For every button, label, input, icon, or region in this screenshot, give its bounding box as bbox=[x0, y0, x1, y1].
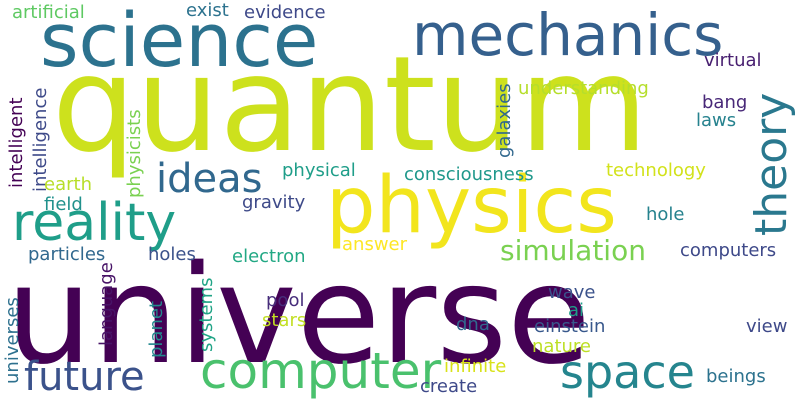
word-ai: ai bbox=[568, 300, 584, 321]
word-intelligence: intelligence bbox=[30, 88, 51, 192]
word-gravity: gravity bbox=[242, 192, 306, 213]
word-future: future bbox=[24, 354, 145, 400]
word-intelligent: intelligent bbox=[6, 97, 27, 188]
word-earth: earth bbox=[44, 174, 92, 195]
word-galaxies: galaxies bbox=[494, 83, 515, 158]
word-physical: physical bbox=[282, 160, 356, 181]
word-ideas: ideas bbox=[156, 156, 262, 202]
word-particles: particles bbox=[28, 244, 105, 265]
word-computers: computers bbox=[680, 240, 776, 261]
word-infinite: infinite bbox=[444, 356, 506, 377]
word-understanding: understanding bbox=[518, 78, 649, 99]
word-laws: laws bbox=[696, 110, 736, 131]
word-create: create bbox=[420, 376, 477, 397]
word-reality: reality bbox=[12, 193, 176, 253]
word-computer: computer bbox=[200, 342, 442, 400]
word-physicists: physicists bbox=[124, 109, 145, 198]
word-exist: exist bbox=[186, 0, 229, 21]
word-wave: wave bbox=[548, 282, 595, 303]
word-simulation: simulation bbox=[500, 234, 646, 267]
word-dna: dna bbox=[456, 314, 490, 335]
word-holes: holes bbox=[148, 244, 196, 265]
word-systems: systems bbox=[196, 278, 217, 352]
word-quantum: quantum bbox=[52, 28, 648, 182]
word-electron: electron bbox=[232, 246, 306, 267]
word-einstein: einstein bbox=[534, 316, 605, 337]
word-universes: universes bbox=[2, 297, 23, 384]
word-view: view bbox=[746, 316, 787, 337]
word-hole: hole bbox=[646, 204, 685, 225]
word-beings: beings bbox=[706, 366, 766, 387]
word-space: space bbox=[560, 345, 695, 399]
word-theory: theory bbox=[746, 93, 797, 236]
word-virtual: virtual bbox=[704, 50, 762, 71]
word-stars: stars bbox=[262, 310, 306, 331]
word-field: field bbox=[44, 194, 83, 215]
word-answer: answer bbox=[342, 234, 408, 255]
word-evidence: evidence bbox=[244, 2, 326, 23]
word-language: language bbox=[96, 262, 117, 346]
word-bang: bang bbox=[702, 92, 747, 113]
word-pool: pool bbox=[266, 290, 304, 311]
word-artificial: artificial bbox=[12, 2, 85, 23]
word-mechanics: mechanics bbox=[412, 1, 723, 69]
word-science: science bbox=[40, 0, 318, 84]
word-technology: technology bbox=[606, 160, 706, 181]
word-nature: nature bbox=[532, 336, 591, 357]
word-universe: universe bbox=[6, 237, 591, 395]
word-physics: physics bbox=[326, 161, 617, 251]
word-planet: planet bbox=[146, 301, 167, 358]
word-consciousness: consciousness bbox=[404, 164, 534, 185]
